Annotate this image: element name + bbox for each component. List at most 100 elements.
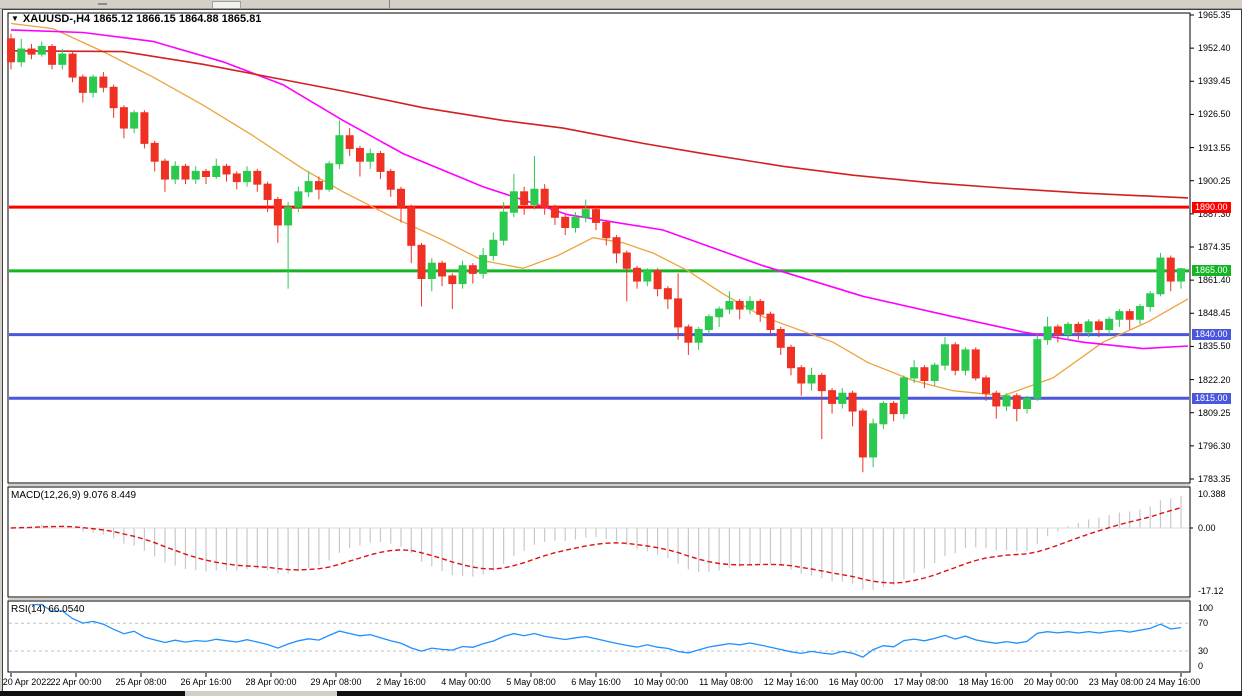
bull-candle: [499, 211, 508, 241]
bear-candle: [386, 170, 395, 190]
bull-candle: [489, 239, 498, 257]
bear-candle: [150, 142, 159, 162]
time-axis-label: 11 May 08:00: [699, 677, 753, 687]
taskbar-segment-left: [0, 691, 185, 696]
main-price-panel[interactable]: [7, 12, 1191, 484]
bear-candle: [817, 374, 826, 392]
bear-candle: [314, 181, 323, 190]
bear-candle: [355, 147, 364, 162]
bull-candle: [191, 170, 200, 180]
bull-candle: [171, 165, 180, 180]
bull-candle: [58, 53, 67, 65]
macd-indicator-label: MACD(12,26,9) 9.076 8.449: [11, 490, 137, 501]
bear-candle: [140, 112, 149, 144]
macd-axis-zero: 0.00: [1198, 523, 1216, 533]
bear-candle: [222, 165, 231, 175]
bear-candle: [540, 188, 549, 208]
time-axis-label: 12 May 16:00: [763, 677, 819, 687]
bear-candle: [633, 267, 642, 282]
bear-candle: [684, 326, 693, 343]
bear-candle: [263, 183, 272, 200]
bull-candle: [694, 328, 703, 343]
bull-candle: [304, 181, 313, 193]
macd-axis-max: 10.388: [1198, 489, 1226, 499]
bear-candle: [1166, 257, 1175, 282]
rsi-axis-30: 30: [1198, 646, 1209, 656]
bull-candle: [807, 374, 816, 384]
bull-candle: [1177, 268, 1185, 282]
time-axis-label: 26 Apr 16:00: [180, 677, 232, 687]
bear-candle: [109, 86, 118, 109]
time-axis-label: 29 Apr 08:00: [310, 677, 362, 687]
macd-signal-line: [10, 507, 1182, 584]
bear-candle: [797, 367, 806, 384]
bull-candle: [961, 349, 970, 371]
taskbar-edge: [0, 691, 1242, 696]
bull-candle: [530, 188, 539, 206]
price-axis-label: 1848.45: [1198, 308, 1231, 319]
bear-candle: [674, 298, 683, 328]
bull-candle: [1135, 306, 1144, 320]
price-axis-label: 1952.40: [1198, 43, 1231, 54]
time-axis-label: 28 Apr 00:00: [245, 677, 297, 687]
time-axis-label: 25 Apr 08:00: [115, 677, 167, 687]
price-axis-label: 1965.35: [1198, 10, 1231, 20]
bull-candle: [643, 270, 652, 282]
bull-candle: [243, 170, 252, 183]
time-axis-label: 24 May 16:00: [1145, 677, 1201, 687]
time-axis-label: 23 May 08:00: [1088, 677, 1144, 687]
mid-ma-magenta: [10, 29, 1189, 350]
price-axis-label: 1796.30: [1198, 440, 1231, 451]
bear-candle: [992, 392, 1001, 407]
panel-splitter[interactable]: [8, 484, 1190, 486]
bull-candle: [899, 377, 908, 415]
bull-candle: [1084, 321, 1093, 333]
time-axis-label: 5 May 08:00: [506, 677, 556, 687]
bear-candle: [550, 206, 559, 218]
time-axis-label: 6 May 16:00: [571, 677, 621, 687]
bull-candle: [335, 135, 344, 165]
rsi-panel[interactable]: [7, 600, 1191, 673]
bull-candle: [571, 216, 580, 228]
bull-candle: [17, 48, 26, 63]
bear-candle: [1125, 311, 1134, 320]
bear-candle: [438, 262, 447, 277]
bull-candle: [458, 265, 467, 285]
chart-title: ▼ XAUUSD-,H4 1865.12 1866.15 1864.88 1865…: [11, 13, 261, 25]
panel-splitter[interactable]: [8, 598, 1190, 600]
bear-candle: [848, 392, 857, 412]
bull-candle: [715, 308, 724, 318]
bear-candle: [612, 237, 621, 254]
chart-canvas[interactable]: [3, 10, 1241, 691]
symbol-dropdown-icon[interactable]: ▼: [11, 14, 19, 23]
macd-panel[interactable]: [7, 486, 1191, 598]
bull-candle: [1115, 311, 1124, 320]
bear-candle: [78, 76, 87, 93]
bear-candle: [1053, 326, 1062, 336]
price-axis-label: 1861.40: [1198, 275, 1231, 286]
price-axis-label: 1939.45: [1198, 76, 1231, 87]
time-axis-label: 20 Apr 2022: [2, 677, 52, 687]
bear-candle: [951, 344, 960, 371]
rsi-indicator-label: RSI(14) 66.0540: [11, 604, 85, 615]
bull-candle: [130, 112, 139, 129]
chart-window: ▼ XAUUSD-,H4 1865.12 1866.15 1864.88 1865…: [2, 9, 1242, 692]
bear-candle: [766, 313, 775, 330]
slow-ma-darkred: [10, 50, 1189, 199]
price-axis-label: 1822.20: [1198, 374, 1231, 385]
scrollbar-thumb[interactable]: [212, 1, 241, 9]
bull-candle: [745, 300, 754, 310]
bull-candle: [910, 367, 919, 379]
bull-candle: [838, 392, 847, 404]
bull-candle: [1064, 323, 1073, 336]
bear-candle: [468, 265, 477, 274]
bear-candle: [520, 191, 529, 206]
bull-candle: [37, 45, 46, 55]
bear-candle: [160, 160, 169, 180]
bull-candle: [879, 402, 888, 425]
price-badge-1890.00: 1890.00: [1192, 201, 1231, 213]
bear-candle: [376, 153, 385, 172]
price-axis-label: 1913.55: [1198, 142, 1231, 153]
bear-candle: [232, 173, 241, 183]
rsi-axis-0: 0: [1198, 661, 1204, 671]
